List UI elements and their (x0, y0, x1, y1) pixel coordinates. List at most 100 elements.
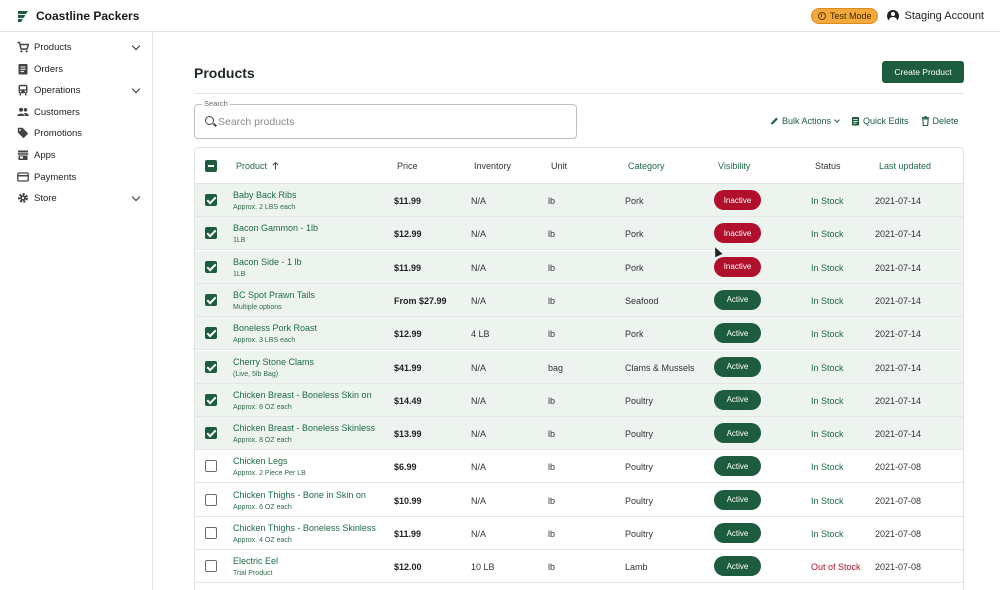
row-checkbox[interactable] (205, 194, 217, 206)
product-subtitle: Approx. 8 OZ each (233, 437, 292, 445)
inventory-cell: N/A (471, 196, 487, 206)
last-updated-cell: 2021-07-14 (875, 196, 922, 206)
row-checkbox[interactable] (205, 560, 217, 573)
table-row[interactable]: Chicken Thighs - Boneless Skinless Approx… (195, 517, 963, 550)
visibility-badge[interactable]: Active (714, 289, 761, 310)
last-updated-cell: 2021-07-14 (875, 295, 922, 306)
unit-cell: lb (548, 562, 556, 573)
products-table: Product Price Inventory Unit Category Vi… (194, 147, 964, 590)
visibility-badge[interactable]: Active (714, 456, 761, 477)
visibility-badge[interactable]: Inactive (714, 223, 761, 244)
table-row[interactable]: Chicken Breast - Boneless Skinless Approx… (195, 417, 963, 451)
sidebar-item-promotions[interactable]: Promotions (0, 123, 153, 143)
sidebar-item-products[interactable]: Products (0, 37, 153, 57)
row-checkbox[interactable] (205, 260, 217, 273)
quick-edits-button[interactable]: Quick Edits (851, 116, 909, 126)
bulk-actions-button[interactable]: Bulk Actions (770, 116, 840, 126)
visibility-badge[interactable]: Active (714, 523, 761, 543)
category-cell: Poultry (625, 495, 654, 506)
row-checkbox[interactable] (205, 460, 217, 473)
account-menu[interactable]: Staging Account (887, 9, 984, 22)
status-cell: In Stock (811, 329, 844, 340)
sidebar-item-payments[interactable]: Payments (0, 167, 153, 187)
table-row[interactable]: Chicken Thighs - Bone in Skin on Approx. … (195, 484, 963, 517)
column-header-status[interactable]: Status (815, 161, 841, 171)
table-row[interactable]: Electric Eel Trial Product $12.00 10 LB lb La… (195, 550, 963, 584)
price-cell: $41.99 (394, 362, 422, 373)
row-checkbox[interactable] (205, 427, 217, 440)
product-name-link[interactable]: Cherry Stone Clams (233, 356, 315, 367)
product-name-link[interactable]: Chicken Thighs - Boneless Skinless (233, 523, 376, 533)
price-cell: $13.99 (394, 429, 422, 440)
category-cell: Poultry (625, 429, 654, 440)
product-name-link[interactable]: Boneless Pork Roast (233, 323, 318, 334)
row-checkbox[interactable] (205, 360, 217, 373)
sidebar-item-label: Payments (34, 171, 77, 183)
sidebar-item-store[interactable]: Store (0, 188, 153, 208)
table-row[interactable]: Baby Back Ribs Approx. 2 LBS each $11.99 N/… (195, 184, 963, 217)
create-product-button[interactable]: Create Product (882, 61, 964, 83)
inventory-cell: N/A (471, 429, 487, 440)
row-checkbox[interactable] (205, 293, 217, 306)
select-all-checkbox[interactable] (205, 160, 217, 172)
gear-icon (18, 193, 28, 203)
visibility-badge[interactable]: Active (714, 423, 761, 444)
product-name-link[interactable]: Electric Eel (233, 556, 279, 567)
visibility-badge[interactable]: Inactive (714, 256, 761, 277)
unit-cell: lb (548, 262, 556, 273)
product-name-link[interactable]: Bacon Side - 1 lb (233, 256, 302, 267)
sidebar-item-label: Apps (34, 149, 56, 161)
visibility-badge[interactable]: Inactive (714, 190, 761, 210)
table-row[interactable]: Cherry Stone Clams (Live, 5lb Bag) $41.99 N… (195, 350, 963, 384)
sidebar-item-label: Products (34, 41, 72, 53)
table-row[interactable]: Chicken Legs Approx. 2 Piece Per LB $6.99 N… (195, 450, 963, 484)
row-checkbox[interactable] (205, 493, 217, 506)
column-header-product[interactable]: Product (236, 161, 279, 171)
row-checkbox[interactable] (205, 227, 217, 240)
table-row[interactable]: Boneless Pork Roast Approx. 3 LBS each $12… (195, 317, 963, 351)
column-header-visibility[interactable]: Visibility (718, 161, 751, 171)
product-name-link[interactable]: Baby Back Ribs (233, 190, 297, 200)
column-header-last-updated[interactable]: Last updated (879, 161, 932, 171)
table-row[interactable]: BC Spot Prawn Tails Multiple options From … (195, 283, 963, 317)
test-mode-badge[interactable]: Test Mode (810, 7, 879, 24)
product-name-link[interactable]: Bacon Gammon - 1lb (233, 223, 319, 234)
sidebar-item-label: Customers (34, 106, 80, 118)
visibility-badge[interactable]: Active (714, 389, 761, 410)
product-name-link[interactable]: BC Spot Prawn Tails (233, 289, 315, 300)
category-cell: Poultry (625, 462, 654, 473)
brand[interactable]: Coastline Packers (16, 9, 139, 23)
row-checkbox[interactable] (205, 327, 217, 340)
visibility-badge[interactable]: Active (714, 323, 761, 344)
sidebar-item-orders[interactable]: Orders (0, 59, 153, 79)
sidebar-item-operations[interactable]: Operations (0, 80, 153, 100)
sidebar-item-customers[interactable]: Customers (0, 102, 153, 122)
visibility-badge[interactable]: Active (714, 356, 761, 377)
column-header-inventory[interactable]: Inventory (474, 161, 512, 171)
table-row[interactable]: Bacon Gammon - 1lb 1LB $12.99 N/A lb Pork Inac… (195, 217, 963, 251)
column-header-price[interactable]: Price (397, 161, 418, 171)
product-name-link[interactable]: Chicken Legs (233, 456, 288, 467)
table-row[interactable]: Chicken Breast - Boneless Skin on Approx.… (195, 383, 963, 417)
visibility-badge[interactable]: Active (714, 489, 761, 510)
row-checkbox[interactable] (205, 527, 217, 539)
product-name-link[interactable]: Chicken Breast - Boneless Skinless (233, 423, 376, 434)
product-name-link[interactable]: Chicken Breast - Boneless Skin on (233, 389, 372, 400)
account-label: Staging Account (904, 9, 984, 22)
product-name-link[interactable]: Chicken Thighs - Bone in Skin on (233, 489, 366, 500)
inventory-cell: 4 LB (471, 329, 490, 340)
column-header-unit[interactable]: Unit (551, 161, 568, 171)
sidebar-item-apps[interactable]: Apps (0, 145, 153, 165)
table-row[interactable]: Bacon Side - 1 lb 1LB $11.99 N/A lb Pork Inact… (195, 250, 963, 284)
delete-button[interactable]: Delete (921, 116, 959, 126)
search-field[interactable]: Search (194, 99, 577, 139)
row-checkbox[interactable] (205, 393, 217, 406)
category-cell: Pork (625, 329, 644, 340)
visibility-badge[interactable]: Active (714, 556, 761, 577)
column-header-category[interactable]: Category (628, 161, 665, 171)
unit-cell: lb (548, 295, 556, 306)
sidebar-item-label: Promotions (34, 127, 83, 139)
product-subtitle: Approx. 3 LBS each (233, 337, 296, 345)
search-input[interactable] (218, 114, 558, 129)
bulk-actions-label: Bulk Actions (782, 116, 832, 126)
